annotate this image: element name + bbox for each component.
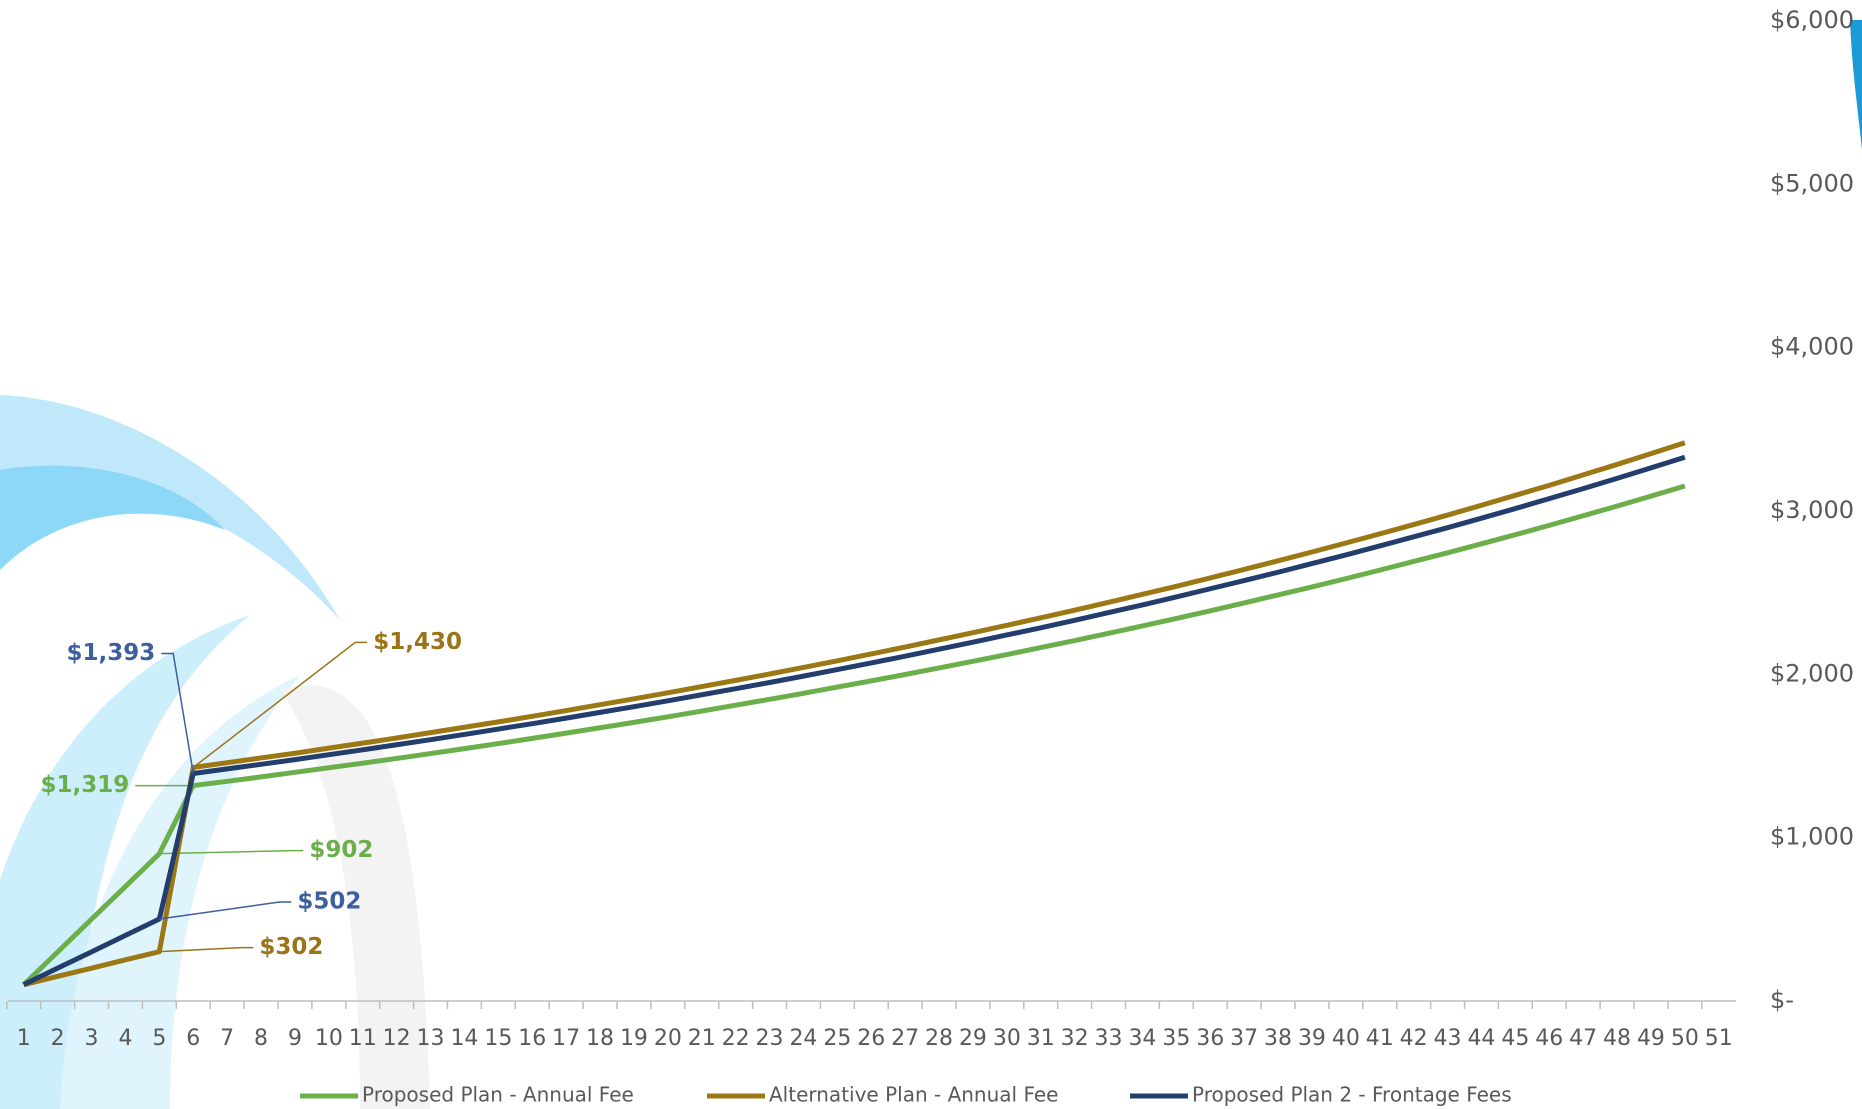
x-tick-label: 25 [823, 1026, 851, 1051]
y-tick-label: $1,000 [1770, 823, 1854, 851]
leader-line [159, 849, 304, 855]
legend-label: Proposed Plan - Annual Fee [362, 1083, 634, 1107]
x-tick-label: 3 [85, 1026, 99, 1051]
x-tick-label: 47 [1569, 1026, 1597, 1051]
x-tick-label: 45 [1501, 1026, 1529, 1051]
x-tick-label: 28 [925, 1026, 953, 1051]
series-line [22, 454, 1686, 987]
x-tick-label: 4 [118, 1026, 132, 1051]
x-tick-label: 16 [518, 1026, 546, 1051]
x-tick-label: 38 [1264, 1026, 1292, 1051]
x-tick-label: 46 [1535, 1026, 1563, 1051]
data-label: $902 [309, 837, 373, 863]
x-tick-label: 39 [1298, 1026, 1326, 1051]
leader-line [159, 946, 254, 953]
x-tick-label: 10 [315, 1026, 343, 1051]
x-tick-label: 7 [220, 1026, 234, 1051]
x-tick-label: 34 [1128, 1026, 1156, 1051]
x-tick-label: 18 [586, 1026, 614, 1051]
x-tick-label: 27 [891, 1026, 919, 1051]
plot-area: 1 2 3 4 5 6 7 8 9 10 11 12 13 14 15 16 17 18 19 20 21 22 23 24 2… [6, 6, 1854, 1107]
x-tick-label: 48 [1603, 1026, 1631, 1051]
x-tick-label: 22 [722, 1026, 750, 1051]
y-tick-label: $3,000 [1770, 496, 1854, 524]
legend-label: Alternative Plan - Annual Fee [769, 1083, 1058, 1107]
y-tick-label: $4,000 [1770, 333, 1854, 361]
x-tick-label: 44 [1467, 1026, 1495, 1051]
x-tick-label: 29 [959, 1026, 987, 1051]
x-tick-label: 1 [17, 1026, 31, 1051]
x-tick-label: 32 [1061, 1026, 1089, 1051]
x-tick-label: 33 [1095, 1026, 1123, 1051]
x-tick-label: 5 [152, 1026, 166, 1051]
leader-line [159, 901, 292, 920]
x-tick-label: 20 [654, 1026, 682, 1051]
x-tick-label: 9 [288, 1026, 302, 1051]
x-tick-label: 51 [1705, 1026, 1733, 1051]
x-tick-label: 42 [1400, 1026, 1428, 1051]
y-tick-label: $2,000 [1770, 659, 1854, 687]
x-tick-label: 43 [1434, 1026, 1462, 1051]
x-tick-label: 8 [254, 1026, 268, 1051]
x-tick-label: 13 [417, 1026, 445, 1051]
x-tick-label: 35 [1162, 1026, 1190, 1051]
x-tick-label: 26 [857, 1026, 885, 1051]
x-tick-label: 30 [993, 1026, 1021, 1051]
x-tick-label: 6 [186, 1026, 200, 1051]
y-tick-label: $5,000 [1770, 169, 1854, 197]
data-label: $302 [259, 934, 323, 960]
x-tick-label: 36 [1196, 1026, 1224, 1051]
x-tick-label: 15 [484, 1026, 512, 1051]
x-tick-label: 41 [1366, 1026, 1394, 1051]
x-tick-label: 2 [51, 1026, 65, 1051]
x-tick-label: 14 [450, 1026, 478, 1051]
data-label: $1,393 [66, 640, 155, 666]
legend-label: Proposed Plan 2 - Frontage Fees [1192, 1083, 1512, 1107]
x-tick-label: 11 [349, 1026, 377, 1051]
series-line [23, 440, 1686, 988]
x-tick-label: 23 [756, 1026, 784, 1051]
series-line [22, 483, 1686, 987]
x-tick-label: 21 [688, 1026, 716, 1051]
x-tick-label: 17 [552, 1026, 580, 1051]
y-tick-label: $6,000 [1770, 6, 1854, 34]
x-tick-label: 49 [1637, 1026, 1665, 1051]
x-tick-label: 12 [383, 1026, 411, 1051]
x-tick-label: 19 [620, 1026, 648, 1051]
x-tick-label: 24 [789, 1026, 817, 1051]
leader-line [161, 652, 194, 774]
y-tick-label: $- [1770, 986, 1794, 1014]
x-tick-label: 37 [1230, 1026, 1258, 1051]
data-label: $502 [297, 889, 361, 915]
data-label: $1,319 [40, 772, 129, 798]
x-tick-label: 31 [1027, 1026, 1055, 1051]
x-tick-label: 40 [1332, 1026, 1360, 1051]
leader-line [192, 641, 368, 769]
x-tick-label: 50 [1671, 1026, 1699, 1051]
data-label: $1,430 [373, 629, 462, 655]
